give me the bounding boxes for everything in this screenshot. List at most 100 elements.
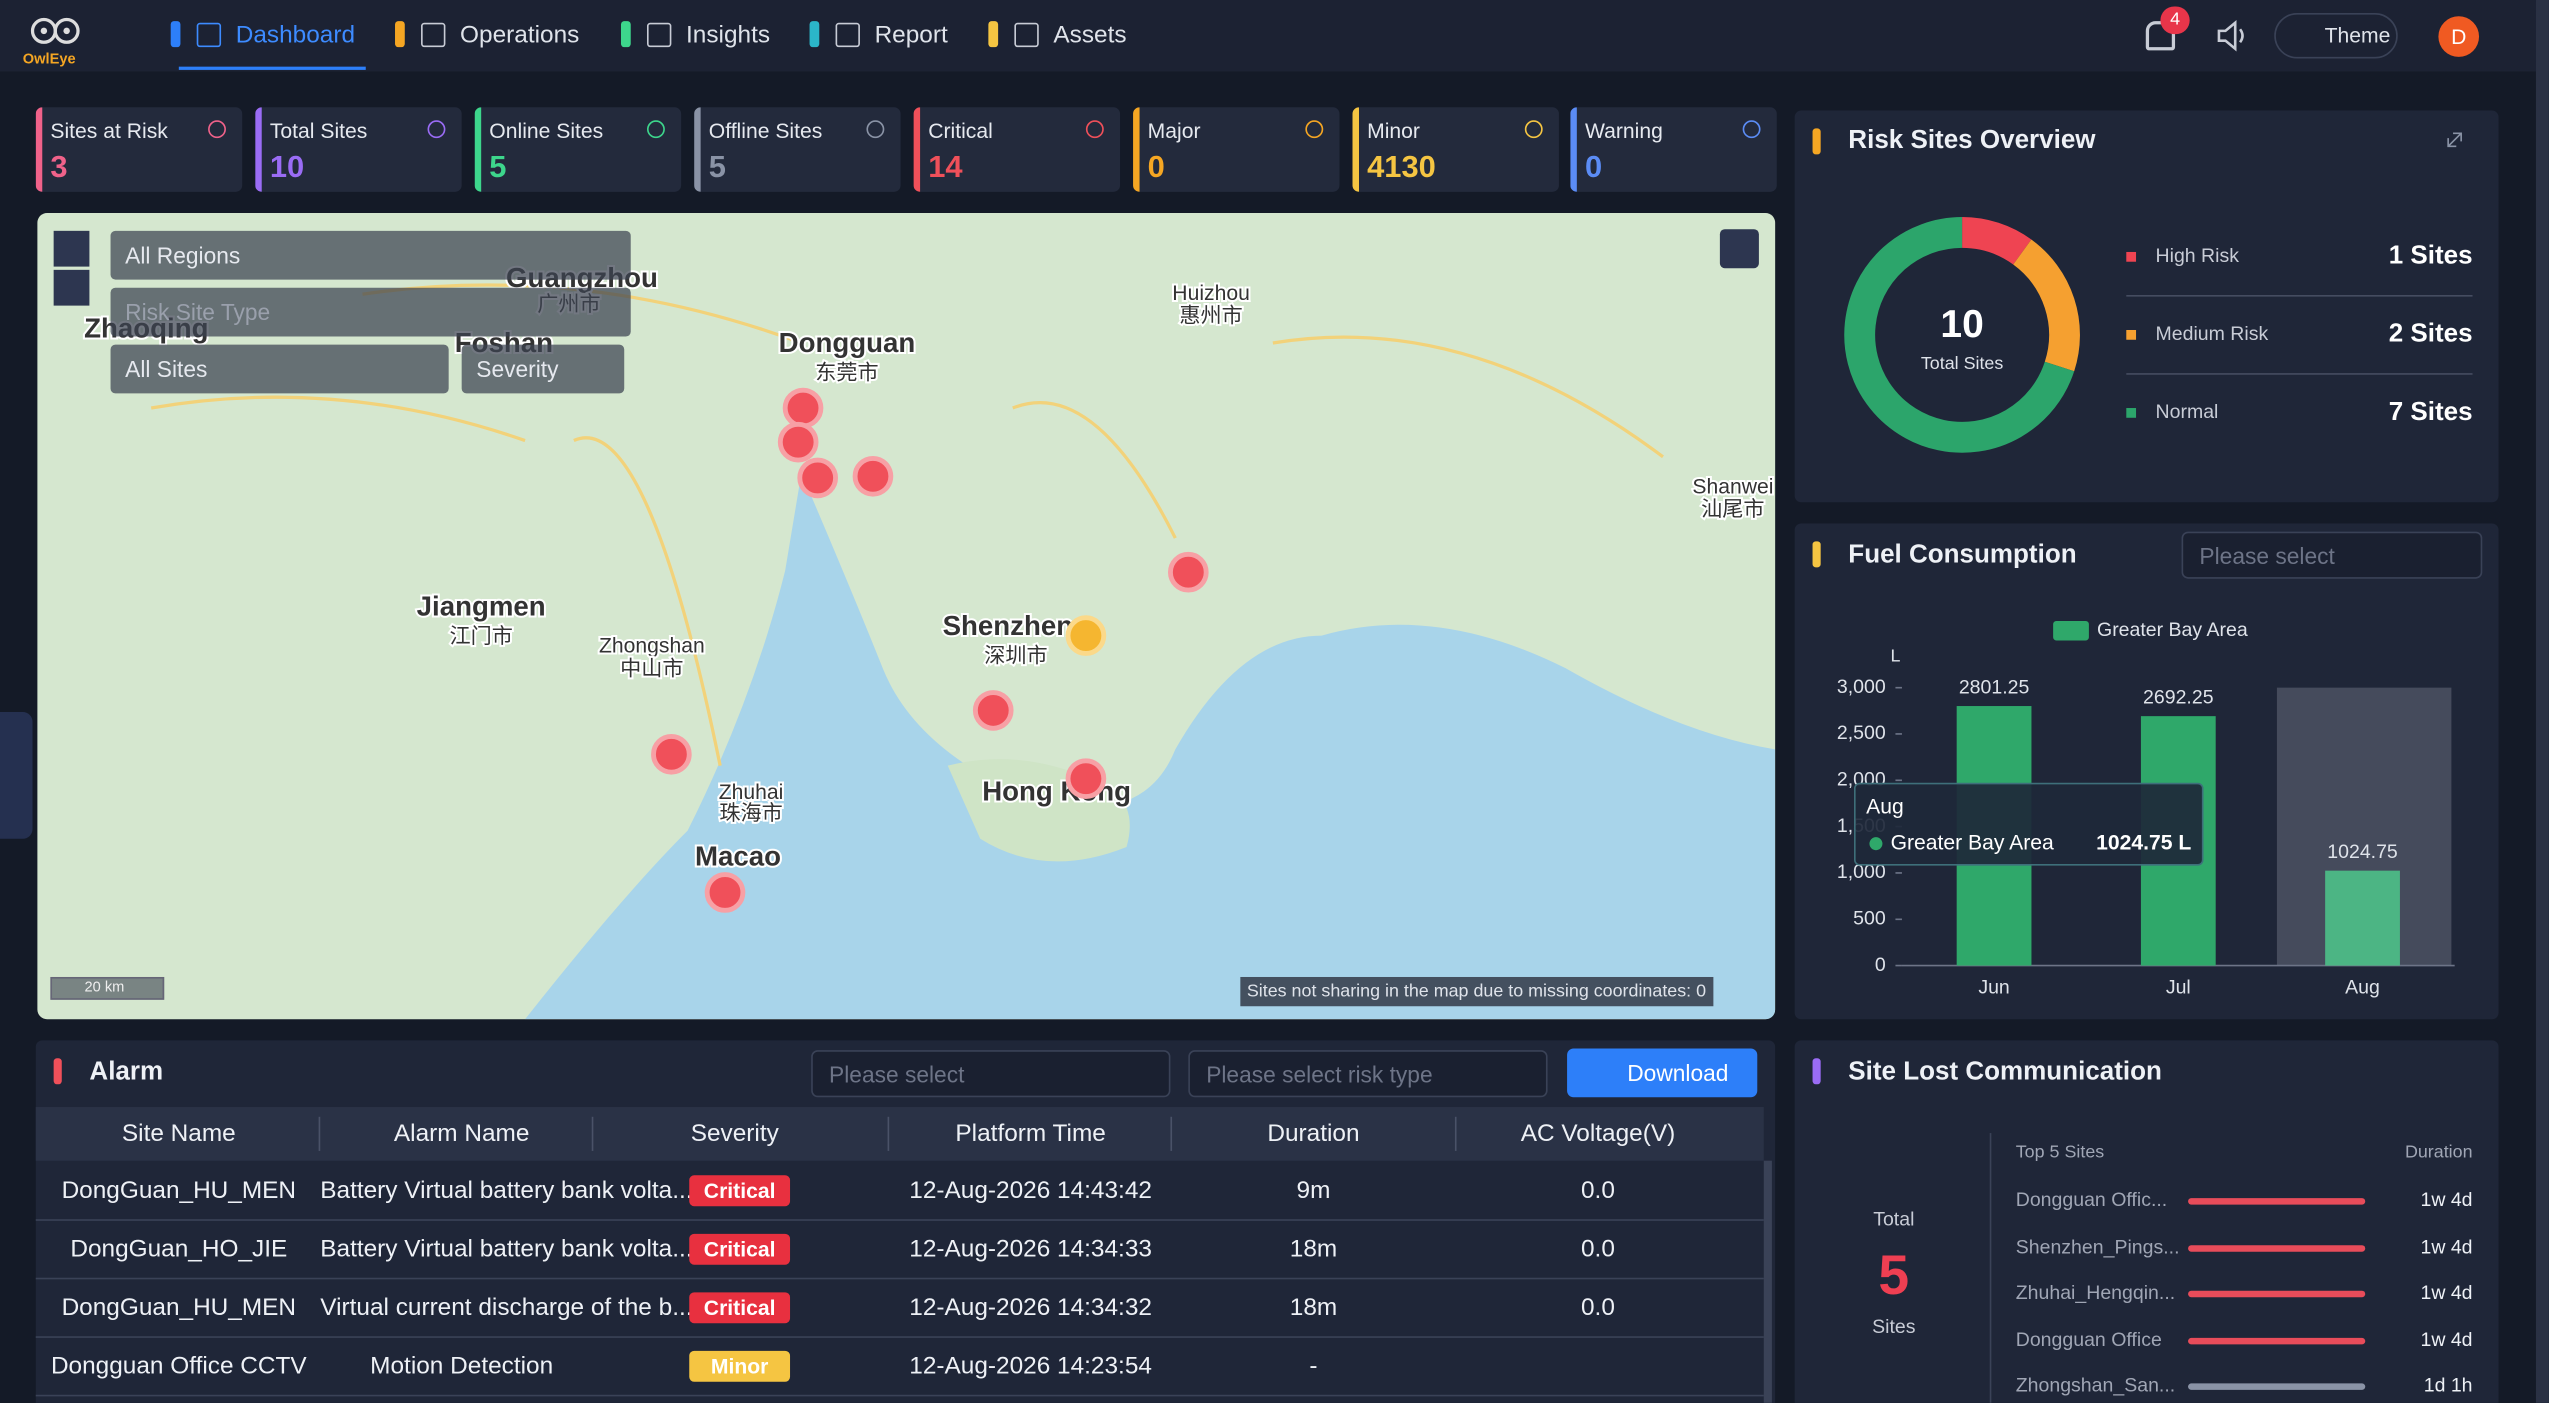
- title-marker: [1812, 128, 1821, 155]
- legend-value: 1 Sites: [2389, 240, 2473, 270]
- panel-title: Alarm: [89, 1058, 164, 1086]
- map-label: Jiangmen: [417, 590, 546, 621]
- title-marker: [1812, 1058, 1821, 1085]
- site-marker: [852, 455, 894, 497]
- map-filter[interactable]: Severity: [461, 344, 625, 394]
- road: [1272, 335, 1664, 459]
- nav-item[interactable]: Assets: [1053, 21, 1127, 49]
- column-header[interactable]: Platform Time: [955, 1120, 1106, 1148]
- map-note: Sites not sharing in the map due to miss…: [1240, 976, 1713, 1007]
- nav-active-underline: [178, 66, 366, 70]
- nav-item[interactable]: Insights: [686, 21, 771, 49]
- map-label: 深圳市: [984, 643, 1047, 667]
- column-header[interactable]: AC Voltage(V): [1520, 1120, 1676, 1148]
- stat-card: Sites at Risk 3: [35, 107, 243, 192]
- stat-card: Total Sites 10: [255, 107, 462, 192]
- lost-duration: 1w 4d: [2420, 1188, 2473, 1212]
- theme-button[interactable]: Theme: [2274, 13, 2398, 59]
- table-cell: 18m: [1289, 1293, 1338, 1322]
- zoom-in[interactable]: [53, 230, 90, 267]
- expand-icon: [2447, 132, 2462, 148]
- map-scale: 20 km: [50, 976, 165, 1000]
- site-marker: [1167, 551, 1209, 593]
- column-header[interactable]: Site Name: [121, 1120, 236, 1148]
- nav-item[interactable]: Dashboard: [235, 21, 356, 49]
- bar-value-label: 2692.25: [2143, 686, 2214, 708]
- table-row[interactable]: [35, 1338, 1764, 1397]
- lost-site-name: Shenzhen_Pings...: [2015, 1234, 2180, 1258]
- stat-icon: [1085, 120, 1104, 139]
- table-cell: Battery Virtual battery bank volta...: [320, 1176, 693, 1205]
- lost-panel: [1794, 1040, 2499, 1403]
- column-divider: [1454, 1116, 1457, 1151]
- stat-icon: [866, 120, 885, 139]
- navbar: [0, 0, 2549, 72]
- map-filter[interactable]: All Sites: [110, 344, 449, 394]
- table-cell: 12-Aug-2026 14:34:32: [909, 1293, 1152, 1322]
- lost-duration: 1w 4d: [2420, 1234, 2473, 1258]
- fullscreen-button[interactable]: [1719, 229, 1759, 269]
- panel-title: Fuel Consumption: [1848, 541, 2077, 569]
- legend-swatch: [2053, 620, 2089, 641]
- column-header[interactable]: Duration: [1267, 1120, 1360, 1148]
- lost-site-name: Zhuhai_Hengqin...: [2015, 1280, 2176, 1304]
- site-marker: [1065, 758, 1107, 799]
- x-tick-label: Jul: [2166, 977, 2191, 999]
- risk-type-select[interactable]: Please select risk type: [1188, 1050, 1548, 1098]
- logo-icon: [30, 17, 80, 44]
- column-divider: [887, 1116, 890, 1151]
- lost-site-name: Dongguan Offic...: [2015, 1188, 2168, 1212]
- nav-item[interactable]: Operations: [460, 21, 580, 49]
- title-marker: [53, 1058, 62, 1085]
- lost-total: 5: [1878, 1245, 1910, 1307]
- zoom-out[interactable]: [53, 269, 90, 306]
- stat-label: Sites at Risk: [50, 118, 168, 144]
- fuel-select[interactable]: Please select: [2181, 531, 2483, 579]
- map-label: 中山市: [620, 656, 683, 680]
- lost-site-name: Dongguan Office: [2015, 1327, 2162, 1351]
- stat-color-bar: [255, 107, 262, 192]
- lost-duration: 1w 4d: [2420, 1327, 2473, 1351]
- nav-icon: [196, 22, 222, 48]
- map-label: 东莞市: [815, 360, 878, 384]
- column-header[interactable]: Alarm Name: [393, 1120, 530, 1148]
- map-filter[interactable]: Risk Site Type: [110, 287, 631, 337]
- nav-icon: [835, 22, 860, 48]
- table-cell: 0.0: [1580, 1176, 1615, 1205]
- nav-marker: [395, 21, 405, 48]
- avatar[interactable]: D: [2438, 16, 2480, 57]
- map-label: Shenzhen: [943, 610, 1073, 641]
- lost-bar: [2188, 1383, 2366, 1390]
- road: [1012, 401, 1177, 539]
- site-select[interactable]: Please select: [811, 1050, 1171, 1098]
- table-row[interactable]: [35, 1279, 1764, 1338]
- stat-card: Minor 4130: [1352, 107, 1559, 192]
- lost-bar: [2188, 1337, 2366, 1344]
- table-row[interactable]: [35, 1221, 1764, 1280]
- tooltip-title: Aug: [1866, 796, 1904, 819]
- table-cell: -: [1309, 1352, 1318, 1381]
- severity-tag: Critical: [689, 1233, 791, 1265]
- map-label: Shanwei: [1692, 475, 1773, 498]
- column-divider: [1170, 1116, 1173, 1151]
- speaker-icon[interactable]: [2214, 19, 2250, 53]
- download-button[interactable]: Download: [1567, 1048, 1758, 1098]
- tooltip-dot: [1869, 837, 1883, 851]
- sidebar-toggle[interactable]: [0, 712, 33, 839]
- map-filter[interactable]: All Regions: [110, 230, 631, 280]
- stat-color-bar: [1133, 107, 1140, 192]
- column-header[interactable]: Severity: [690, 1120, 779, 1148]
- legend-swatch: [2126, 329, 2137, 340]
- nav-item[interactable]: Report: [874, 21, 948, 49]
- donut-chart: High Risk 1 Sites Medium Risk 2 Sites Normal…: [1844, 132, 2473, 453]
- lost-duration: 1w 4d: [2420, 1280, 2473, 1304]
- nav-marker: [809, 21, 820, 48]
- stat-card: Warning 0: [1570, 107, 1777, 192]
- stat-color-bar: [1570, 107, 1577, 192]
- map[interactable]: Dongguan东莞市Guangzhou广州市FoshanZhaoqingHui…: [37, 212, 1776, 1020]
- stat-label: Warning: [1584, 118, 1663, 144]
- table-row[interactable]: [35, 1162, 1764, 1221]
- stat-icon: [208, 120, 226, 139]
- stat-color-bar: [694, 107, 701, 192]
